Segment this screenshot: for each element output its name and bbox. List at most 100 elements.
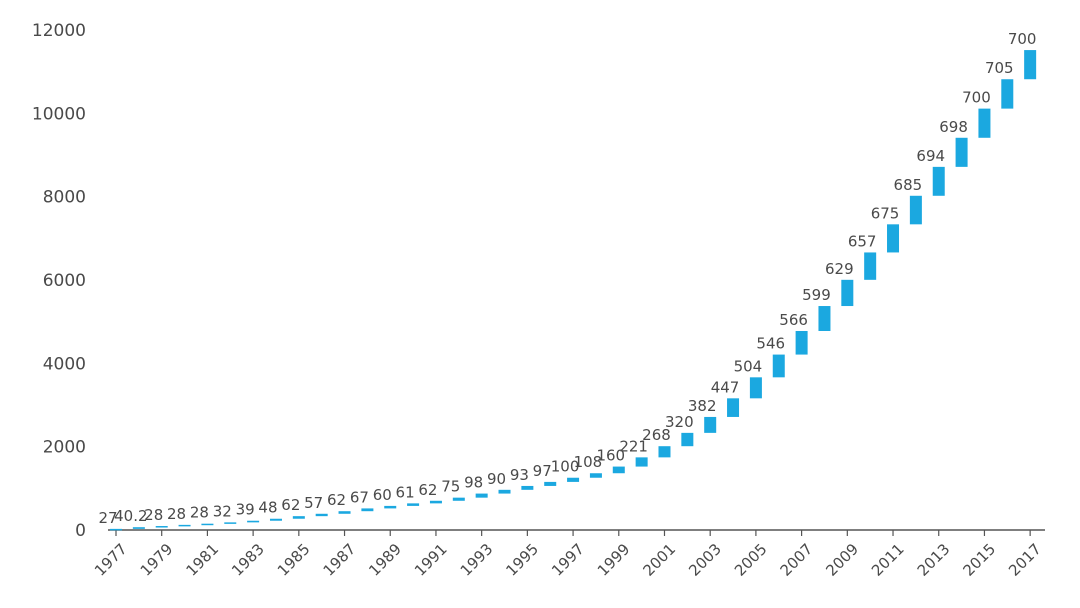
bar-2005 (749, 377, 762, 399)
bar-1991 (429, 500, 442, 504)
data-label-2014: 698 (939, 118, 968, 136)
data-label-2005: 504 (734, 357, 763, 375)
data-label-2008: 599 (802, 286, 831, 304)
bar-2017 (1024, 50, 1037, 80)
data-label-2006: 546 (756, 335, 785, 353)
bar-2006 (772, 354, 785, 378)
y-tick-label: 4000 (43, 354, 86, 374)
bar-1978 (132, 527, 145, 529)
bar-1993 (475, 493, 488, 498)
data-label-2011: 675 (871, 204, 900, 222)
data-label-1995: 93 (510, 466, 529, 484)
x-tick-label: 2009 (822, 540, 862, 580)
y-tick-label: 0 (75, 521, 86, 541)
y-tick-label: 6000 (43, 271, 86, 291)
bar-2013 (932, 166, 945, 196)
x-tick-label: 2003 (685, 540, 725, 580)
data-label-2009: 629 (825, 260, 854, 278)
x-axis: 1977 1979 1981 1983 1985 1987 1989 1991 1993 1995… (91, 529, 1045, 580)
data-label-1986: 57 (304, 494, 323, 512)
data-label-1993: 98 (464, 474, 483, 492)
x-tick-label: 1993 (457, 540, 497, 580)
x-tick-label: 1995 (502, 540, 542, 580)
bar-1989 (384, 505, 397, 509)
bar-1983 (247, 520, 260, 523)
bar-2003 (704, 416, 717, 433)
bar-1999 (612, 466, 625, 474)
data-label-2000: 221 (619, 437, 648, 455)
bar-1979 (155, 526, 168, 528)
data-label-1980: 28 (167, 505, 186, 523)
y-tick-label: 10000 (32, 104, 86, 124)
data-label-1985: 62 (281, 496, 300, 514)
bar-1984 (269, 518, 282, 521)
bar-2002 (681, 432, 694, 447)
data-label-2017: 700 (1008, 30, 1037, 48)
data-label-1983: 39 (236, 501, 255, 519)
x-tick-label: 2013 (914, 540, 954, 580)
y-tick-label: 2000 (43, 438, 86, 458)
data-label-2012: 685 (894, 176, 923, 194)
bar-1990 (407, 503, 420, 506)
data-label-1981: 28 (190, 504, 209, 522)
bar-1977 (110, 528, 122, 531)
bar-1997 (567, 477, 580, 482)
bar-2004 (727, 398, 740, 417)
y-axis: 0 2000 4000 6000 8000 10000 12000 (32, 21, 86, 541)
bar-1985 (292, 516, 305, 519)
x-tick-label: 1977 (91, 540, 131, 580)
data-label-1979: 28 (144, 506, 163, 524)
x-tick-label: 1979 (137, 540, 177, 580)
x-tick-label: 1983 (228, 540, 268, 580)
bar-1994 (498, 489, 511, 494)
bar-2007 (795, 330, 808, 355)
data-label-1994: 90 (487, 470, 506, 488)
data-label-2015: 700 (962, 89, 991, 107)
x-tick-label: 2005 (731, 540, 771, 580)
data-label-1987: 62 (327, 491, 346, 509)
bar-1980 (178, 524, 191, 527)
x-tick-label: 2001 (640, 540, 680, 580)
bar-2016 (1001, 79, 1014, 109)
x-tick-label: 2015 (959, 540, 999, 580)
bars (110, 50, 1037, 531)
bar-2015 (978, 108, 991, 138)
x-tick-label: 1991 (411, 540, 451, 580)
data-label-1982: 32 (213, 502, 232, 520)
data-label-2016: 705 (985, 59, 1014, 77)
x-tick-label: 2011 (868, 540, 908, 580)
bar-1988 (361, 508, 374, 512)
data-label-2004: 447 (711, 378, 740, 396)
data-label-1988: 67 (350, 488, 369, 506)
x-tick-label: 1981 (182, 540, 222, 580)
bar-1981 (201, 523, 214, 526)
x-tick-label: 1989 (365, 540, 405, 580)
data-label-1996: 97 (533, 462, 552, 480)
data-label-2003: 382 (688, 397, 717, 415)
bar-2014 (955, 137, 968, 167)
bar-1998 (589, 473, 602, 478)
bar-2011 (887, 224, 900, 253)
bar-1982 (224, 522, 237, 524)
x-tick-label: 2017 (1005, 540, 1045, 580)
bar-2000 (635, 457, 648, 467)
data-label-2002: 320 (665, 413, 694, 431)
x-tick-label: 1985 (274, 540, 314, 580)
bar-1995 (521, 485, 534, 490)
data-label-1998: 108 (574, 453, 603, 471)
data-label-2001: 268 (642, 426, 671, 444)
data-label-1997: 100 (551, 458, 580, 476)
data-label-1999: 160 (596, 447, 625, 465)
data-label-1992: 75 (441, 478, 460, 496)
data-label-1991: 62 (418, 481, 437, 499)
data-label-1984: 48 (258, 499, 277, 517)
data-label-2010: 657 (848, 232, 877, 250)
data-label-2013: 694 (916, 147, 945, 165)
bar-2012 (909, 195, 922, 225)
x-tick-label: 1997 (548, 540, 588, 580)
data-label-1989: 60 (373, 486, 392, 504)
bar-1987 (338, 511, 351, 514)
bar-1992 (452, 497, 465, 501)
bar-2010 (864, 252, 877, 280)
